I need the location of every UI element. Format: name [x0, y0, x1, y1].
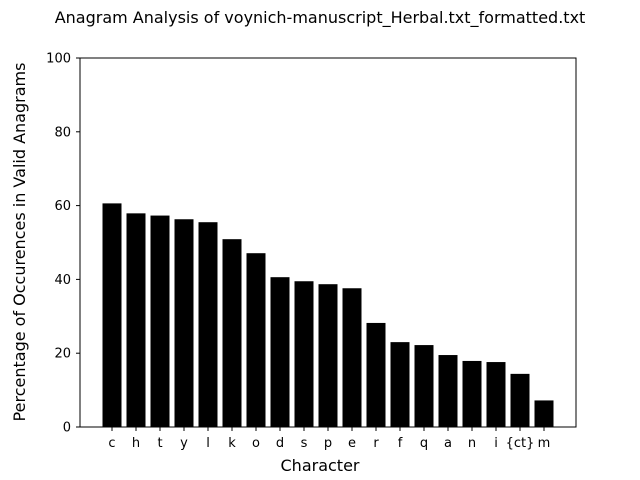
y-tick-label: 0 — [63, 421, 71, 436]
y-axis-ticks: 0 20 40 60 80 100 — [46, 52, 80, 436]
x-tick-label: e — [348, 436, 356, 451]
y-tick-label: 40 — [54, 273, 71, 288]
chart-title: Anagram Analysis of voynich-manuscript_H… — [55, 8, 586, 28]
x-tick-label: {ct} — [506, 436, 535, 451]
plot-area-frame — [79, 57, 577, 428]
bar-i — [486, 362, 506, 427]
bar-c — [102, 203, 122, 427]
y-tick-label: 60 — [54, 199, 71, 214]
bar-a — [438, 355, 458, 427]
bar-y — [174, 219, 194, 427]
x-tick-label: h — [132, 436, 140, 451]
x-tick-label: n — [468, 436, 476, 451]
bar-n — [462, 360, 482, 427]
bar-m — [534, 400, 554, 427]
x-tick-label: o — [252, 436, 260, 451]
x-tick-label: c — [108, 436, 115, 451]
x-tick-label: k — [228, 436, 236, 451]
bars-group — [102, 203, 554, 427]
x-tick-label: q — [420, 436, 428, 451]
x-tick-label: m — [538, 436, 551, 451]
y-tick-label: 100 — [46, 52, 71, 67]
bar-t — [150, 215, 170, 427]
x-tick-label: f — [398, 436, 403, 451]
x-axis-label: Character — [281, 456, 360, 475]
x-tick-label: p — [324, 436, 332, 451]
bar-r — [366, 322, 386, 427]
x-tick-label: d — [276, 436, 284, 451]
bar-d — [270, 277, 290, 427]
x-tick-label: i — [494, 436, 498, 451]
bar-q — [414, 345, 434, 427]
bar-k — [222, 239, 242, 427]
x-tick-label: s — [301, 436, 308, 451]
bar-p — [318, 284, 338, 427]
x-tick-label: y — [180, 436, 188, 451]
x-tick-label: a — [444, 436, 452, 451]
x-tick-label: r — [373, 436, 379, 451]
bar-o — [246, 253, 266, 427]
bar-e — [342, 288, 362, 427]
x-tick-label: l — [206, 436, 210, 451]
bar-ct — [510, 373, 530, 427]
y-axis-label: Percentage of Occurences in Valid Anagra… — [10, 63, 29, 422]
x-tick-label: t — [157, 436, 162, 451]
bar-f — [390, 342, 410, 427]
bar-h — [126, 213, 146, 427]
y-tick-label: 80 — [54, 125, 71, 140]
bar-s — [294, 281, 314, 427]
y-tick-label: 20 — [54, 347, 71, 362]
bar-l — [198, 222, 218, 427]
x-axis-ticks: c h t y l k o d s p e r f q a n i {ct} m — [108, 427, 550, 451]
